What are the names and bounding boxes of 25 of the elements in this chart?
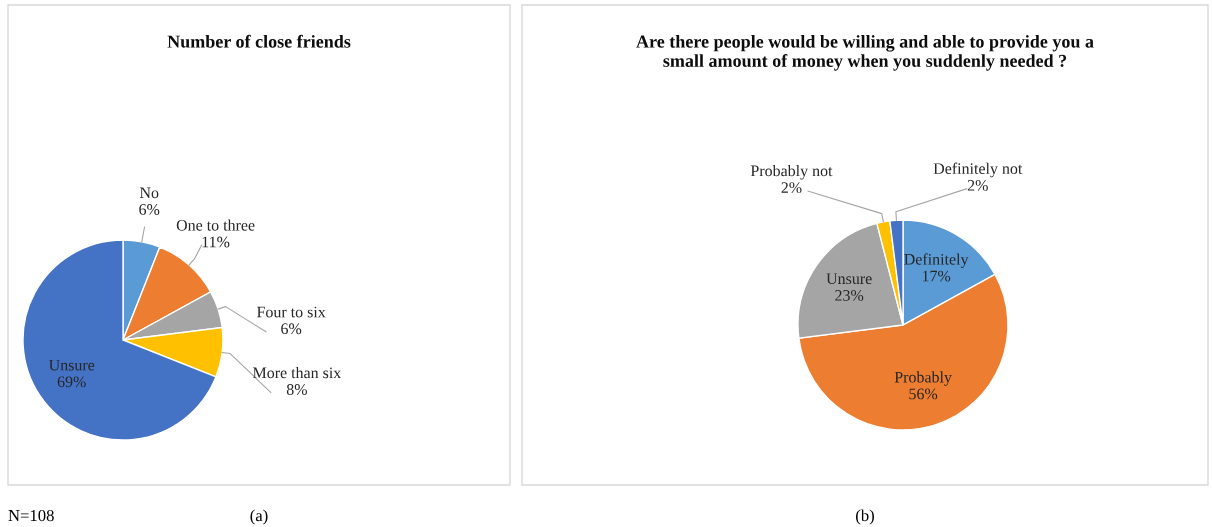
data-label: 8% <box>286 384 307 395</box>
slice-label: Probably not <box>750 164 833 180</box>
slice-label: One to three <box>176 219 255 231</box>
data-label: 6% <box>139 204 160 215</box>
slice-label: Four to six <box>257 306 326 318</box>
data-label: 6% <box>281 323 302 335</box>
data-label: 17% <box>922 270 951 282</box>
text: (b) <box>856 509 874 525</box>
text: (a) <box>250 509 268 525</box>
data-label: 56% <box>909 388 938 400</box>
data-label: 69% <box>57 376 86 388</box>
chart-title: Number of close friends <box>167 34 351 48</box>
slice-label: No <box>139 187 159 199</box>
slice-label: Definitely <box>904 253 969 268</box>
data-label: 23% <box>835 289 864 301</box>
slice-label: Unsure <box>826 273 872 285</box>
slice-label: Unsure <box>48 359 95 371</box>
slice-label: Probably <box>894 371 952 386</box>
slice-label: More than six <box>252 366 342 379</box>
data-label: 11% <box>202 236 230 248</box>
text: N=108 <box>8 509 54 522</box>
chart-title: Are there people would be willing and able to provide you a small amount of money when you suddenly needed ? <box>636 35 1094 71</box>
data-label: 2% <box>967 179 988 191</box>
data-label: 2% <box>781 182 802 194</box>
slice-label: Definitely not <box>933 162 1023 178</box>
